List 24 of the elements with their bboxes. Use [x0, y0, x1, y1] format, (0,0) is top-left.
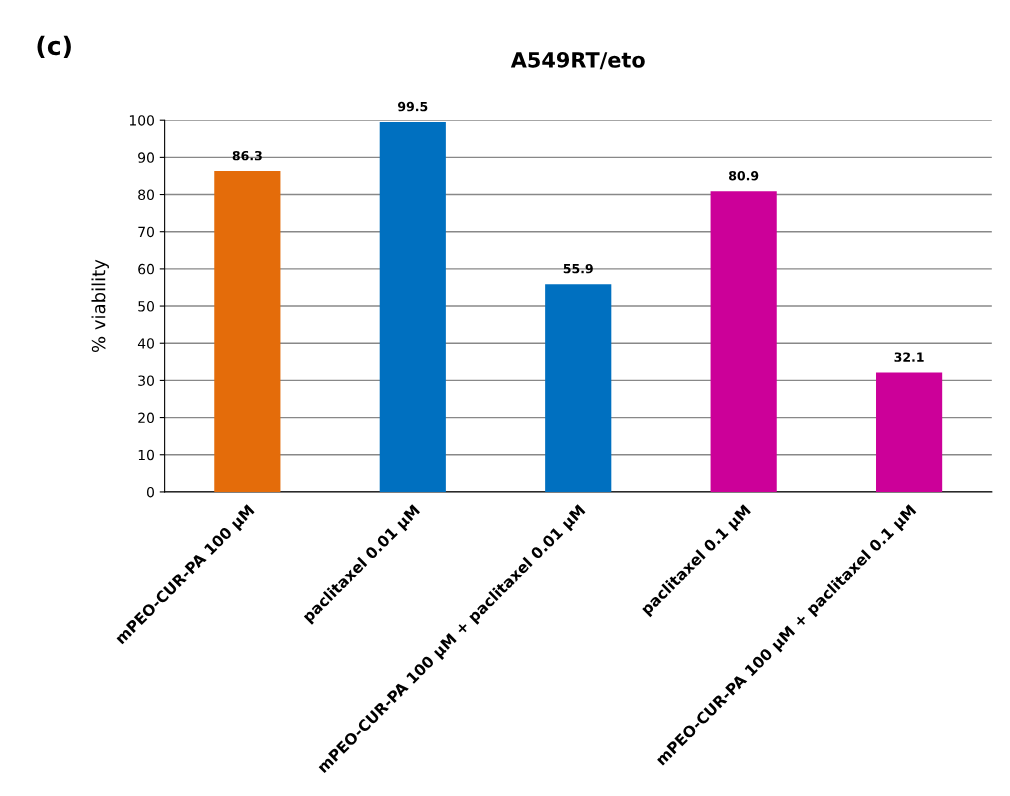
bar	[876, 372, 943, 492]
data-label: 80.9	[729, 170, 759, 181]
y-tick-label: 50	[138, 301, 154, 312]
y-axis-title: % viability	[91, 259, 109, 353]
y-tick-label: 100	[129, 115, 154, 126]
y-tick-label: 30	[138, 375, 154, 386]
y-tick-label: 90	[138, 152, 154, 163]
y-tick-label: 20	[138, 412, 154, 424]
y-tick-label: 40	[137, 338, 154, 349]
y-tick-label: 0	[146, 486, 154, 498]
text: (c)	[37, 35, 71, 59]
y-tick-label: 80	[138, 189, 154, 201]
data-label: 86.3	[232, 150, 262, 161]
bar	[710, 191, 777, 492]
y-tick-label: 10	[138, 449, 154, 461]
bar	[379, 122, 446, 492]
chart-title: A549RT/eto	[510, 51, 645, 70]
data-label: 32.1	[894, 352, 924, 362]
data-label: 55.9	[563, 263, 593, 274]
y-tick-label: 60	[138, 263, 154, 275]
data-label: 99.5	[398, 101, 428, 112]
bar	[545, 284, 612, 492]
bar	[214, 171, 281, 492]
y-tick-label: 70	[138, 226, 154, 238]
